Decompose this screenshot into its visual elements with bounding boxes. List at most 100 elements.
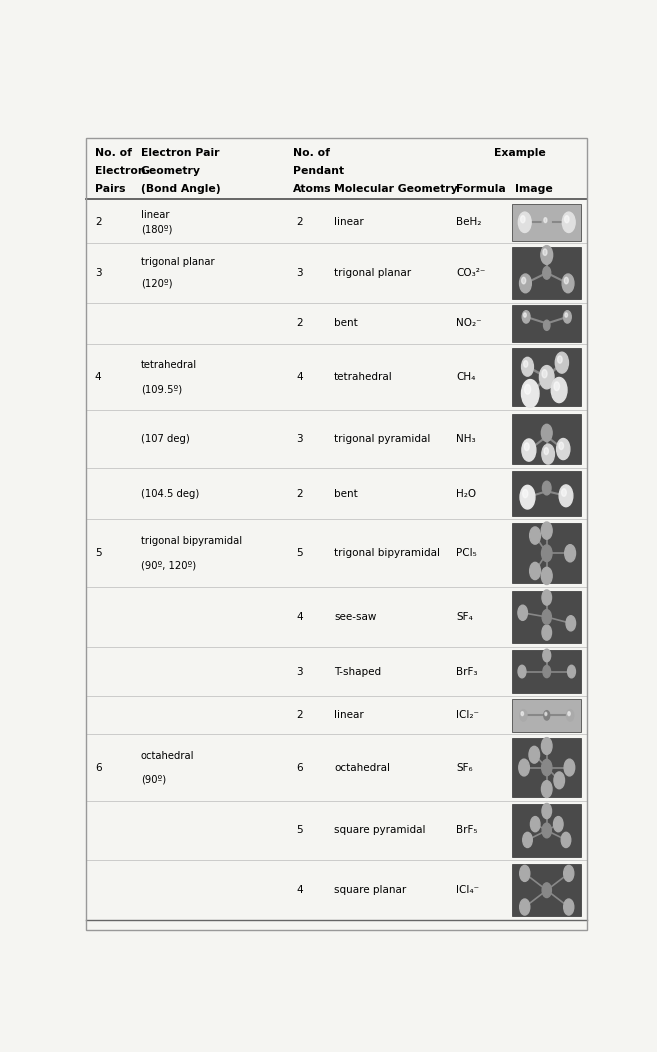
Bar [512,470,581,517]
Circle shape [543,266,551,279]
Text: No. of: No. of [95,148,132,158]
Circle shape [522,358,533,377]
Circle shape [564,216,569,223]
Text: (180º): (180º) [141,225,172,235]
Text: CO₃²⁻: CO₃²⁻ [457,268,486,278]
Circle shape [566,710,574,721]
Bar [512,204,581,241]
Text: 4: 4 [296,612,303,622]
Text: see-saw: see-saw [334,612,376,622]
Text: BrF₃: BrF₃ [457,667,478,676]
Bar [512,246,581,299]
Circle shape [520,710,527,721]
Circle shape [518,213,531,232]
Text: 4: 4 [95,372,101,382]
Text: trigonal pyramidal: trigonal pyramidal [334,434,430,444]
Circle shape [555,352,568,373]
Circle shape [541,781,552,797]
Circle shape [544,218,547,223]
Circle shape [562,489,566,497]
Text: SF₄: SF₄ [457,612,473,622]
Text: octahedral: octahedral [141,751,194,761]
Circle shape [564,760,575,776]
Bar [512,699,581,732]
Circle shape [520,274,532,292]
Circle shape [553,816,563,832]
Circle shape [541,424,552,442]
Text: 5: 5 [296,826,303,835]
Circle shape [541,737,552,754]
Circle shape [530,816,540,832]
Circle shape [522,439,536,461]
Circle shape [551,378,567,403]
Text: ICl₂⁻: ICl₂⁻ [457,710,480,721]
Circle shape [568,711,570,715]
Text: Molecular Geometry: Molecular Geometry [334,184,458,194]
Text: NO₂⁻: NO₂⁻ [457,319,482,328]
Circle shape [562,274,574,292]
Text: Pairs: Pairs [95,184,125,194]
Circle shape [544,447,549,454]
Bar [512,348,581,406]
Text: NH₃: NH₃ [457,434,476,444]
Text: Formula: Formula [457,184,506,194]
Bar [512,305,581,342]
Text: tetrahedral: tetrahedral [141,361,197,370]
Text: Atoms: Atoms [294,184,332,194]
Text: BrF₅: BrF₅ [457,826,478,835]
Text: PCl₅: PCl₅ [457,548,477,559]
Text: trigonal planar: trigonal planar [334,268,411,278]
Circle shape [530,563,541,580]
Circle shape [518,605,528,621]
Bar [512,650,581,693]
Circle shape [522,278,526,284]
Circle shape [556,439,570,460]
Circle shape [568,665,576,677]
Circle shape [545,712,547,715]
Text: BeH₂: BeH₂ [457,218,482,227]
Text: 3: 3 [296,268,303,278]
Circle shape [542,444,555,464]
Text: linear: linear [334,218,364,227]
Text: 3: 3 [296,667,303,676]
Text: 3: 3 [296,434,303,444]
Circle shape [554,382,560,390]
Circle shape [543,320,550,330]
Text: ICl₄⁻: ICl₄⁻ [457,885,480,895]
Circle shape [554,772,564,789]
Text: H₂O: H₂O [457,488,476,499]
Circle shape [542,216,551,229]
Text: 5: 5 [296,548,303,559]
Text: octahedral: octahedral [334,763,390,772]
Circle shape [518,665,526,677]
Text: 3: 3 [95,268,101,278]
Circle shape [544,711,550,720]
Circle shape [564,278,568,284]
Circle shape [520,866,530,882]
Circle shape [519,760,530,776]
Circle shape [541,522,552,540]
Text: CH₄: CH₄ [457,372,476,382]
Text: T-shaped: T-shaped [334,667,381,676]
Circle shape [564,866,574,882]
Circle shape [542,823,551,837]
Text: 2: 2 [296,319,303,328]
Bar [512,524,581,583]
Text: Pendant: Pendant [294,166,344,176]
Text: trigonal bipyramidal: trigonal bipyramidal [334,548,440,559]
Circle shape [530,527,541,544]
Circle shape [566,615,576,631]
Circle shape [524,384,531,394]
Bar [512,590,581,643]
Circle shape [520,899,530,915]
Text: (109.5º): (109.5º) [141,384,182,394]
Text: (90º): (90º) [141,774,166,785]
Circle shape [543,649,551,662]
Text: 2: 2 [296,218,303,227]
Text: Electron: Electron [95,166,145,176]
Circle shape [543,666,551,677]
Circle shape [522,310,530,323]
Text: 2: 2 [296,488,303,499]
Text: Image: Image [515,184,553,194]
Text: 5: 5 [95,548,101,559]
